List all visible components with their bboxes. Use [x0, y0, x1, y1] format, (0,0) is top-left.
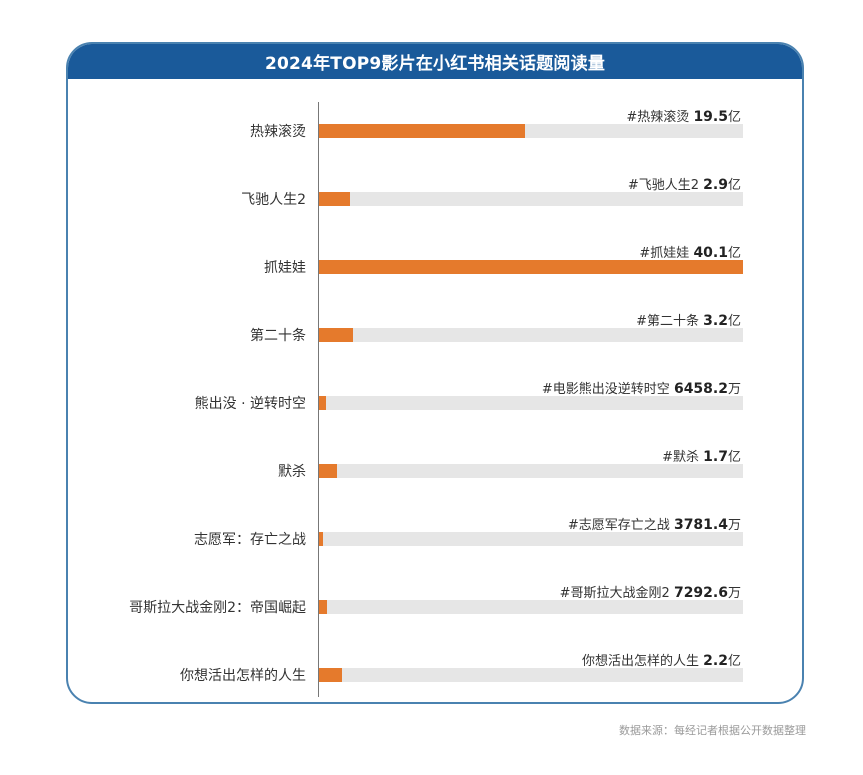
- bar-row: 你想活出怎样的人生 2.2亿 你想活出怎样的人生: [68, 650, 802, 702]
- category-label: 熊出没 · 逆转时空: [194, 396, 306, 412]
- value-unit: 万: [727, 382, 741, 397]
- category-label: 你想活出怎样的人生: [180, 668, 306, 684]
- category-label: 飞驰人生2: [241, 192, 306, 208]
- value-label: #抓娃娃 40.1亿: [639, 242, 741, 261]
- value-label: #默杀 1.7亿: [662, 446, 741, 465]
- value-unit: 亿: [727, 246, 741, 261]
- bar-track: [319, 328, 743, 342]
- bar-track: [319, 668, 743, 682]
- bar-row: #默杀 1.7亿默杀: [68, 446, 802, 514]
- value-unit: 亿: [727, 314, 741, 329]
- category-label: 抓娃娃: [264, 260, 306, 276]
- value-unit: 亿: [727, 110, 741, 125]
- value-number: 3781.4: [673, 517, 728, 533]
- value-label: #志愿军存亡之战 3781.4万: [568, 514, 741, 533]
- value-number: 6458.2: [673, 381, 728, 397]
- category-label: 热辣滚烫: [250, 124, 306, 140]
- bar-fill: [319, 668, 343, 682]
- value-label: #第二十条 3.2亿: [636, 310, 741, 329]
- bar-fill: [319, 260, 743, 274]
- bar-track: [319, 532, 743, 546]
- bar-row: #志愿军存亡之战 3781.4万志愿军：存亡之战: [68, 514, 802, 582]
- value-number: 19.5: [693, 109, 728, 125]
- data-source-note: 数据来源：每经记者根据公开数据整理: [619, 724, 806, 737]
- value-unit: 万: [727, 518, 741, 533]
- topic-tag: #热辣滚烫: [626, 110, 690, 125]
- value-label: 你想活出怎样的人生 2.2亿: [582, 650, 741, 669]
- bar-track: [319, 124, 743, 138]
- bar-fill: [319, 600, 327, 614]
- value-label: #热辣滚烫 19.5亿: [626, 106, 741, 125]
- value-number: 7292.6: [673, 585, 728, 601]
- chart-title: 2024年TOP9影片在小红书相关话题阅读量: [68, 44, 802, 79]
- value-label: #飞驰人生2 2.9亿: [628, 174, 741, 193]
- value-number: 3.2: [703, 313, 728, 329]
- bar-fill: [319, 464, 337, 478]
- bar-row: #飞驰人生2 2.9亿飞驰人生2: [68, 174, 802, 242]
- topic-tag: #飞驰人生2: [627, 178, 700, 193]
- bar-track: [319, 260, 743, 274]
- y-axis-line: [318, 102, 319, 697]
- bar-row: #电影熊出没逆转时空 6458.2万熊出没 · 逆转时空: [68, 378, 802, 446]
- topic-tag: #第二十条: [636, 314, 700, 329]
- bar-fill: [319, 396, 326, 410]
- topic-tag: #电影熊出没逆转时空: [541, 382, 670, 397]
- bar-fill: [319, 124, 526, 138]
- value-label: #电影熊出没逆转时空 6458.2万: [542, 378, 741, 397]
- value-number: 40.1: [693, 245, 728, 261]
- topic-tag: #默杀: [662, 450, 700, 465]
- category-label: 第二十条: [250, 328, 306, 344]
- category-label: 哥斯拉大战金刚2：帝国崛起: [129, 600, 306, 616]
- bar-fill: [319, 328, 353, 342]
- topic-tag: 你想活出怎样的人生: [582, 654, 700, 669]
- value-number: 1.7: [703, 449, 728, 465]
- value-unit: 万: [727, 586, 741, 601]
- bar-track: [319, 464, 743, 478]
- category-label: 默杀: [278, 464, 306, 480]
- category-label: 志愿军：存亡之战: [194, 532, 306, 548]
- bar-fill: [319, 532, 323, 546]
- value-unit: 亿: [727, 178, 741, 193]
- value-number: 2.9: [703, 177, 728, 193]
- bar-track: [319, 192, 743, 206]
- bar-track: [319, 396, 743, 410]
- chart-card: 2024年TOP9影片在小红书相关话题阅读量 #热辣滚烫 19.5亿 热辣滚烫 #飞…: [66, 42, 804, 704]
- bar-row: #第二十条 3.2亿第二十条: [68, 310, 802, 378]
- topic-tag: #抓娃娃: [639, 246, 690, 261]
- bar-row: #抓娃娃 40.1亿抓娃娃: [68, 242, 802, 310]
- value-number: 2.2: [703, 653, 728, 669]
- value-label: #哥斯拉大战金刚2 7292.6万: [560, 582, 741, 601]
- topic-tag: #哥斯拉大战金刚2: [559, 586, 670, 601]
- bar-fill: [319, 192, 350, 206]
- value-unit: 亿: [727, 450, 741, 465]
- bar-row: #热辣滚烫 19.5亿热辣滚烫: [68, 106, 802, 174]
- topic-tag: #志愿军存亡之战: [567, 518, 670, 533]
- bar-row: #哥斯拉大战金刚2 7292.6万哥斯拉大战金刚2：帝国崛起: [68, 582, 802, 650]
- value-unit: 亿: [727, 654, 741, 669]
- bar-track: [319, 600, 743, 614]
